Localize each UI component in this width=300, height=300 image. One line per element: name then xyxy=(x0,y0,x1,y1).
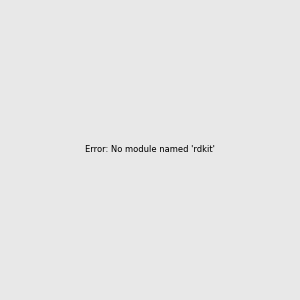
Text: Error: No module named 'rdkit': Error: No module named 'rdkit' xyxy=(85,146,215,154)
